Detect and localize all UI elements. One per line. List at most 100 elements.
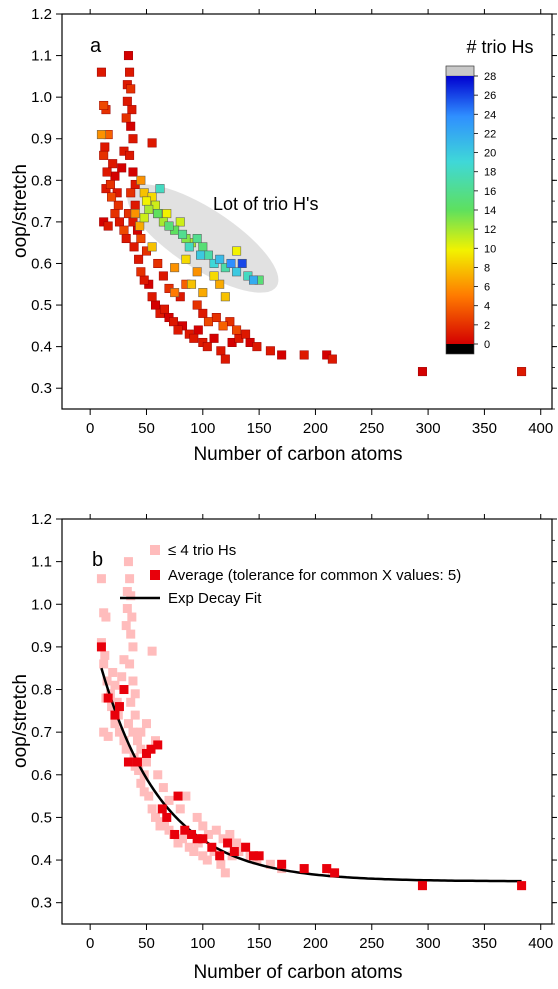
x-tick-label: 350 bbox=[472, 935, 497, 952]
scatter-points-a bbox=[96, 51, 527, 377]
scatter-point bbox=[170, 263, 180, 273]
x-tick-label: 400 bbox=[528, 420, 553, 437]
pink-point bbox=[128, 642, 138, 652]
panel-letter-a: a bbox=[90, 35, 102, 57]
colorbar-tick-label: 28 bbox=[484, 71, 496, 83]
scatter-point bbox=[158, 271, 168, 281]
pink-point bbox=[147, 804, 157, 814]
average-point bbox=[141, 748, 151, 758]
pink-point bbox=[119, 736, 129, 746]
pink-point bbox=[127, 612, 137, 622]
pink-point bbox=[139, 787, 149, 797]
legend-swatch-red bbox=[150, 570, 160, 580]
colorbar-tick-label: 24 bbox=[484, 109, 496, 121]
average-point bbox=[330, 868, 340, 878]
average-point bbox=[187, 829, 197, 839]
scatter-point bbox=[153, 209, 163, 219]
pink-point bbox=[198, 851, 208, 861]
y-tick-label: 0.8 bbox=[31, 682, 52, 699]
y-tick-label: 1.1 bbox=[31, 554, 52, 571]
scatter-point bbox=[220, 354, 230, 364]
average-point bbox=[417, 881, 427, 891]
panel-b: 0 50 100 150 200 250 300 350 400 0.3 0.4 0.5 0.6 0.7 0… bbox=[10, 511, 557, 983]
scatter-point bbox=[220, 292, 230, 302]
x-tick-label: 100 bbox=[190, 935, 215, 952]
scatter-point bbox=[100, 142, 110, 152]
pink-point bbox=[144, 791, 154, 801]
colorbar-tick-label: 12 bbox=[484, 224, 496, 236]
scatter-point bbox=[105, 179, 115, 189]
colorbar-tick-label: 20 bbox=[484, 148, 496, 160]
average-point bbox=[96, 642, 106, 652]
x-tick-label: 400 bbox=[528, 935, 553, 952]
pink-point bbox=[136, 778, 146, 788]
scatter-point bbox=[248, 275, 258, 285]
scatter-point bbox=[164, 221, 174, 231]
colorbar-tick-label: 14 bbox=[484, 205, 496, 217]
scatter-point bbox=[144, 204, 154, 214]
colorbar-tick-label: 10 bbox=[484, 243, 496, 255]
average-point bbox=[132, 757, 142, 767]
x-tick-label: 50 bbox=[138, 420, 155, 437]
pink-point bbox=[130, 710, 140, 720]
pink-point bbox=[114, 727, 124, 737]
pink-point bbox=[184, 842, 194, 852]
scatter-point bbox=[117, 163, 127, 173]
scatter-points-average bbox=[96, 642, 527, 891]
pink-point bbox=[102, 676, 112, 686]
scatter-point bbox=[96, 67, 106, 77]
scatter-point bbox=[134, 254, 144, 264]
colorbar-title: # trio Hs bbox=[466, 37, 533, 57]
scatter-point bbox=[155, 184, 165, 194]
x-tick-label: 50 bbox=[138, 935, 155, 952]
y-tick-label: 1.0 bbox=[31, 89, 52, 106]
scatter-point bbox=[237, 258, 247, 268]
pink-point bbox=[211, 825, 221, 835]
scatter-point bbox=[122, 96, 132, 106]
scatter-point bbox=[153, 258, 163, 268]
scatter-point bbox=[203, 317, 213, 327]
average-point bbox=[123, 757, 133, 767]
x-tick-label: 250 bbox=[359, 935, 384, 952]
plot-frame-a bbox=[61, 13, 553, 410]
pink-point bbox=[192, 812, 202, 822]
scatter-point bbox=[232, 246, 242, 256]
legend-label-line: Exp Decay Fit bbox=[168, 590, 262, 607]
pink-point bbox=[100, 650, 110, 660]
scatter-point bbox=[110, 171, 120, 181]
average-point bbox=[180, 825, 190, 835]
colorbar-tick-label: 16 bbox=[484, 186, 496, 198]
pink-point bbox=[125, 659, 135, 669]
average-point bbox=[215, 851, 225, 861]
scatter-point bbox=[162, 209, 172, 219]
pink-point bbox=[136, 744, 146, 754]
scatter-point bbox=[113, 200, 123, 210]
x-axis-title-a: Number of carbon atoms bbox=[193, 444, 402, 465]
axis-ticks-b: 0 50 100 150 200 250 300 350 400 0.3 0.4 0.5 0.6 0.7 0… bbox=[31, 511, 557, 952]
scatter-point bbox=[198, 288, 208, 298]
scatter-point bbox=[126, 188, 136, 198]
scatter-point bbox=[147, 138, 157, 148]
scatter-point bbox=[129, 242, 139, 252]
y-tick-label: 0.4 bbox=[31, 852, 52, 869]
pink-point bbox=[202, 855, 212, 865]
scatter-point bbox=[196, 250, 206, 260]
scatter-point bbox=[160, 304, 170, 314]
scatter-point bbox=[192, 300, 202, 310]
x-tick-label: 100 bbox=[190, 420, 215, 437]
pink-point bbox=[150, 812, 160, 822]
pink-point bbox=[218, 834, 228, 844]
pink-point bbox=[175, 804, 185, 814]
scatter-point bbox=[99, 100, 109, 110]
scatter-point bbox=[121, 234, 131, 244]
average-point bbox=[162, 812, 172, 822]
pink-point bbox=[141, 757, 151, 767]
pink-point bbox=[132, 736, 142, 746]
scatter-point bbox=[130, 209, 140, 219]
scatter-point bbox=[139, 188, 149, 198]
scatter-point bbox=[110, 209, 120, 219]
scatter-point bbox=[123, 51, 133, 61]
scatter-point bbox=[252, 342, 262, 352]
y-axis-title-a: oop/stretch bbox=[10, 164, 31, 258]
average-point bbox=[114, 702, 124, 712]
